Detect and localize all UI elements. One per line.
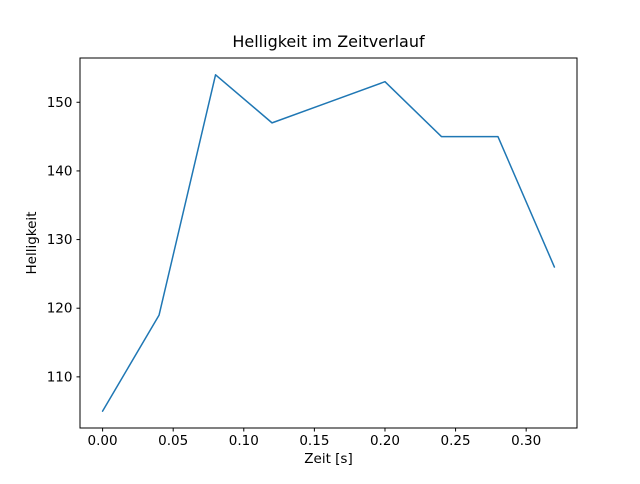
x-tick-label: 0.05	[158, 433, 188, 449]
data-line	[101, 74, 556, 412]
y-axis-ticks: 110 120 130 140 150	[47, 95, 80, 385]
x-tick-label: 0.30	[511, 433, 541, 449]
y-tick-label: 120	[47, 301, 73, 317]
x-tick-label: 0.20	[370, 433, 400, 449]
y-axis-label: Helligkeit	[24, 212, 40, 275]
x-tick-label: 0.00	[88, 433, 118, 449]
plot-area	[80, 58, 577, 428]
y-tick-label: 110	[47, 369, 73, 385]
x-axis-label: Zeit [s]	[304, 451, 352, 467]
y-tick-label: 140	[47, 163, 73, 179]
chart-title: Helligkeit im Zeitverlauf	[232, 32, 425, 51]
y-tick-label: 150	[47, 95, 73, 111]
x-tick-label: 0.10	[229, 433, 259, 449]
axes-frame	[79, 57, 578, 429]
x-tick-label: 0.25	[441, 433, 471, 449]
y-tick-label: 130	[47, 232, 73, 248]
x-tick-label: 0.15	[299, 433, 329, 449]
x-axis-ticks: 0.00 0.05 0.10 0.15 0.20 0.25 0.30	[88, 428, 541, 449]
